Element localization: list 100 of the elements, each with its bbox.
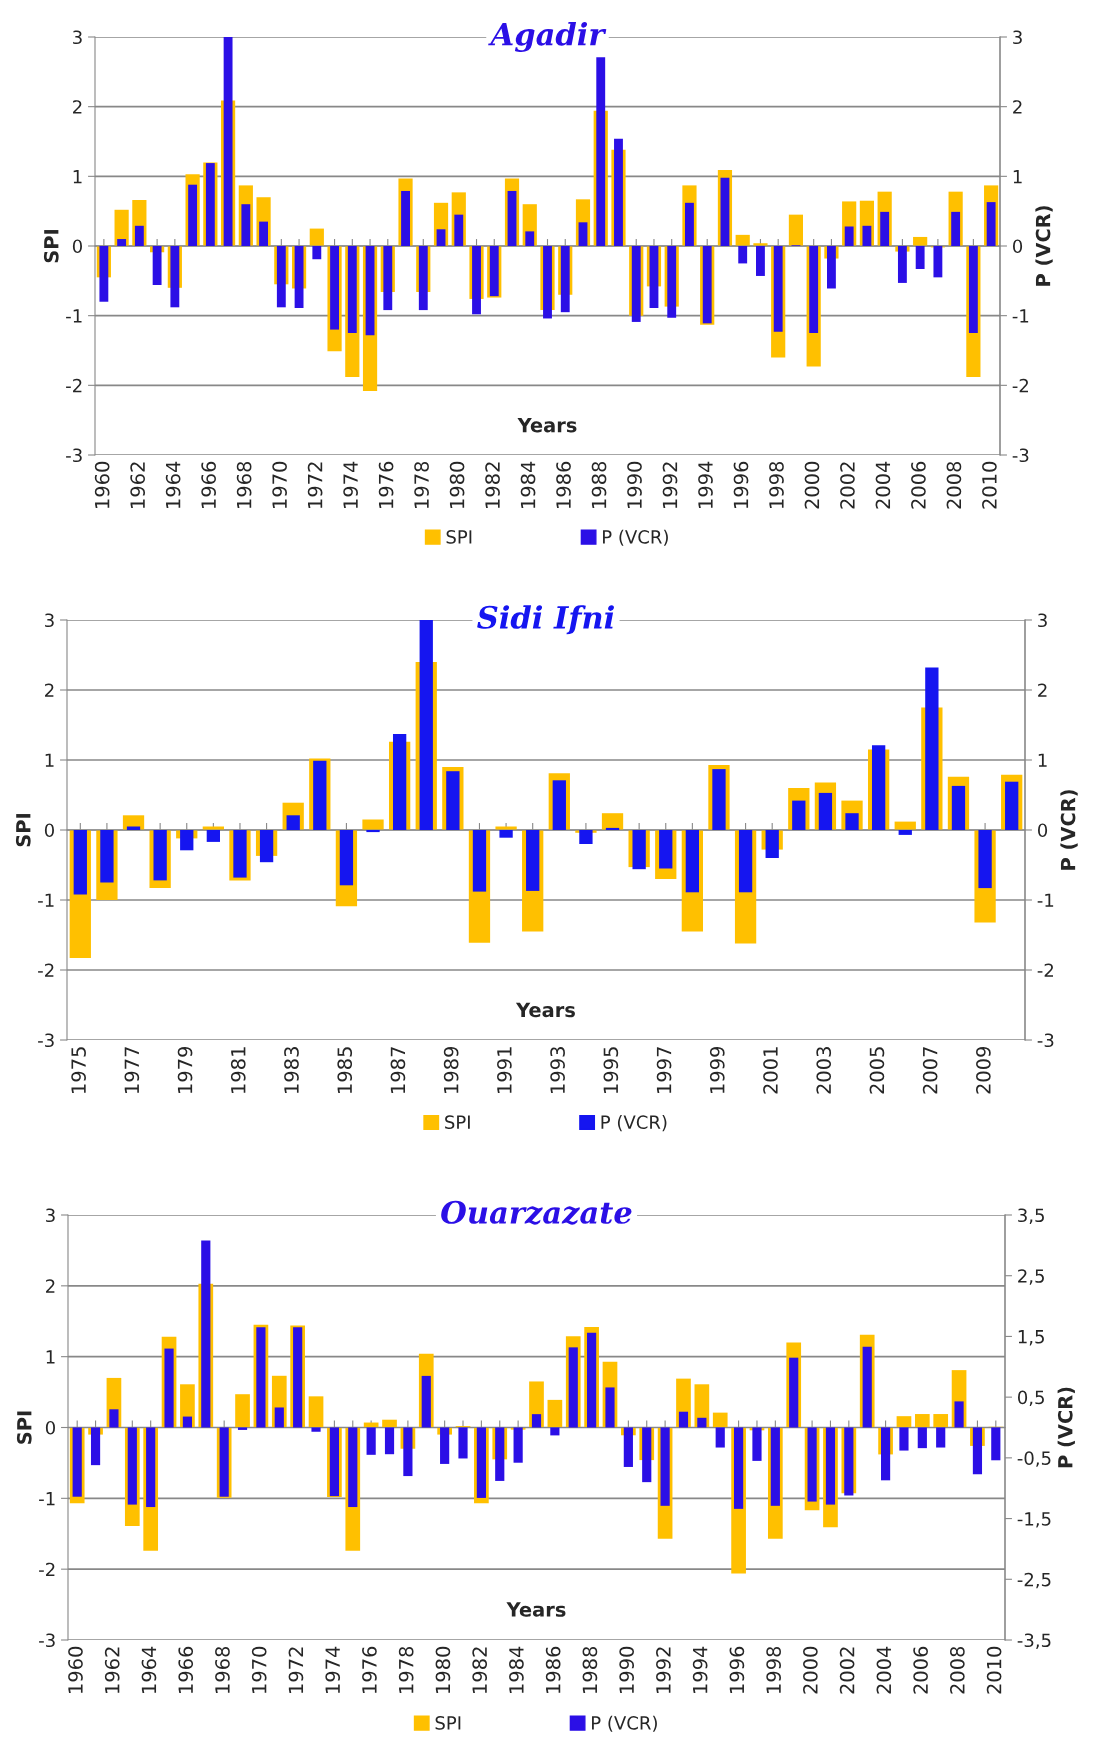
x-axis-title: Years bbox=[506, 1602, 566, 1617]
y2-tick-label: -3 bbox=[1037, 1033, 1054, 1048]
x-tick-label: 1964 bbox=[165, 461, 181, 508]
x-tick-label: 1977 bbox=[124, 1047, 140, 1093]
x-tick-label: 2000 bbox=[804, 461, 820, 509]
x-tick-label: 1992 bbox=[662, 462, 678, 508]
x-tick-label: 2009 bbox=[976, 1046, 991, 1094]
y2-tick-label: 0 bbox=[1038, 823, 1048, 838]
y2-tick-label: 3 bbox=[1013, 30, 1022, 45]
y-tick-label: 2 bbox=[73, 100, 82, 114]
x-tick-label: 1997 bbox=[656, 1047, 672, 1093]
y2-tick-label: 2 bbox=[1038, 683, 1047, 697]
x-tick-label: 1995 bbox=[603, 1047, 619, 1093]
x-tick-label: 1968 bbox=[215, 1646, 230, 1693]
x-tick-label: 2008 bbox=[950, 1646, 965, 1694]
x-tick-label: 1994 bbox=[698, 461, 713, 508]
x-tick-label: 1976 bbox=[362, 1646, 377, 1693]
x-tick-label: 2001 bbox=[763, 1047, 778, 1094]
x-tick-label: 1970 bbox=[251, 1646, 267, 1693]
y-tick-label: -1 bbox=[39, 1492, 55, 1506]
y2-tick-label: -3,5 bbox=[1017, 1633, 1051, 1649]
y2-tick-label: -1 bbox=[1037, 893, 1054, 907]
y2-tick-label: 0,5 bbox=[1018, 1390, 1044, 1407]
y-tick-label: -3 bbox=[39, 1633, 55, 1648]
x-tick-label: 2002 bbox=[840, 462, 855, 509]
x-tick-label: 1978 bbox=[414, 461, 429, 508]
x-tick-label: 1980 bbox=[435, 1646, 451, 1693]
y-tick-label: -2 bbox=[66, 378, 82, 393]
y-tick-label: 1 bbox=[45, 753, 54, 767]
x-tick-label: 1993 bbox=[550, 1047, 565, 1093]
y-axis-title: SPI bbox=[43, 230, 59, 263]
y2-tick-label: -3 bbox=[1012, 448, 1029, 463]
x-tick-label: 2004 bbox=[876, 1646, 892, 1694]
x-tick-label: 1998 bbox=[769, 461, 784, 508]
x-tick-label: 1985 bbox=[337, 1047, 353, 1093]
x-tick-label: 1976 bbox=[378, 461, 394, 508]
x-tick-label: 1980 bbox=[449, 461, 465, 508]
legend-label: SPI bbox=[445, 1115, 470, 1130]
x-tick-label: 1960 bbox=[94, 461, 110, 508]
y-axis-title: SPI bbox=[15, 814, 31, 847]
x-tick-label: 1998 bbox=[766, 1646, 781, 1693]
y2-tick-label: 1 bbox=[1013, 170, 1022, 184]
x-tick-label: 1988 bbox=[591, 461, 607, 508]
x-tick-label: 1968 bbox=[236, 461, 252, 508]
legend-label: P (VCR) bbox=[603, 529, 668, 546]
y2-tick-label: -2,5 bbox=[1017, 1572, 1051, 1589]
y-tick-label: 3 bbox=[45, 613, 54, 628]
y2-axis-title: P (VCR) bbox=[1035, 206, 1053, 286]
x-tick-label: 2008 bbox=[946, 461, 962, 509]
x-tick-label: 1970 bbox=[272, 461, 287, 508]
x-tick-label: 1972 bbox=[288, 1647, 304, 1693]
x-tick-label: 1996 bbox=[733, 461, 749, 508]
y2-tick-label: -1 bbox=[1012, 309, 1029, 323]
y-tick-label: 0 bbox=[72, 239, 82, 254]
x-tick-label: 1964 bbox=[141, 1646, 157, 1693]
y2-tick-label: 2,5 bbox=[1018, 1269, 1044, 1285]
x-tick-label: 1991 bbox=[497, 1047, 512, 1093]
chart-title: Sidi Ifni bbox=[477, 605, 614, 635]
y-tick-label: -1 bbox=[66, 309, 82, 323]
legend-label: P (VCR) bbox=[592, 1715, 657, 1732]
x-tick-label: 1978 bbox=[398, 1646, 414, 1693]
x-tick-label: 1966 bbox=[201, 461, 216, 508]
x-tick-label: 1962 bbox=[130, 462, 145, 508]
y-tick-label: 1 bbox=[73, 170, 82, 184]
x-tick-label: 1996 bbox=[729, 1646, 745, 1693]
x-tick-label: 1979 bbox=[177, 1046, 193, 1093]
y-tick-label: 3 bbox=[46, 1208, 55, 1223]
y2-tick-label: 3,5 bbox=[1018, 1208, 1044, 1224]
y2-axis-title: P (VCR) bbox=[1060, 790, 1078, 870]
y-tick-label: -2 bbox=[39, 1562, 55, 1577]
x-tick-label: 2005 bbox=[869, 1047, 885, 1094]
x-axis-title: Years bbox=[517, 417, 577, 433]
y-axis-title: SPI bbox=[16, 1411, 32, 1444]
legend-label: SPI bbox=[435, 1716, 461, 1730]
x-tick-label: 2006 bbox=[911, 461, 926, 509]
x-tick-label: 1984 bbox=[520, 461, 536, 508]
x-tick-label: 2002 bbox=[839, 1647, 855, 1694]
x-axis-title: Years bbox=[515, 1002, 575, 1018]
y-tick-label: 0 bbox=[45, 1420, 55, 1435]
x-tick-label: 1999 bbox=[709, 1046, 725, 1093]
y-tick-label: -3 bbox=[38, 1033, 54, 1048]
x-tick-label: 1982 bbox=[472, 1647, 488, 1693]
x-tick-label: 1981 bbox=[230, 1047, 246, 1093]
x-tick-label: 1962 bbox=[104, 1647, 120, 1693]
y2-tick-label: 1,5 bbox=[1018, 1330, 1044, 1346]
legend-label: SPI bbox=[446, 530, 472, 544]
y-tick-label: 2 bbox=[45, 683, 54, 697]
x-tick-label: 1986 bbox=[545, 1646, 561, 1693]
x-tick-label: 1975 bbox=[71, 1047, 86, 1093]
y-tick-label: -1 bbox=[38, 893, 54, 907]
y2-tick-label: -2 bbox=[1012, 378, 1028, 393]
x-tick-label: 1982 bbox=[485, 462, 500, 508]
x-tick-label: 1974 bbox=[325, 1646, 341, 1693]
x-tick-label: 1983 bbox=[284, 1047, 299, 1093]
y2-tick-label: -1,5 bbox=[1017, 1512, 1051, 1528]
x-tick-label: 2004 bbox=[875, 461, 891, 509]
y2-tick-label: -2 bbox=[1037, 963, 1053, 977]
y-tick-label: 2 bbox=[46, 1279, 55, 1293]
x-tick-label: 1986 bbox=[556, 461, 571, 508]
x-tick-label: 1994 bbox=[692, 1646, 708, 1693]
